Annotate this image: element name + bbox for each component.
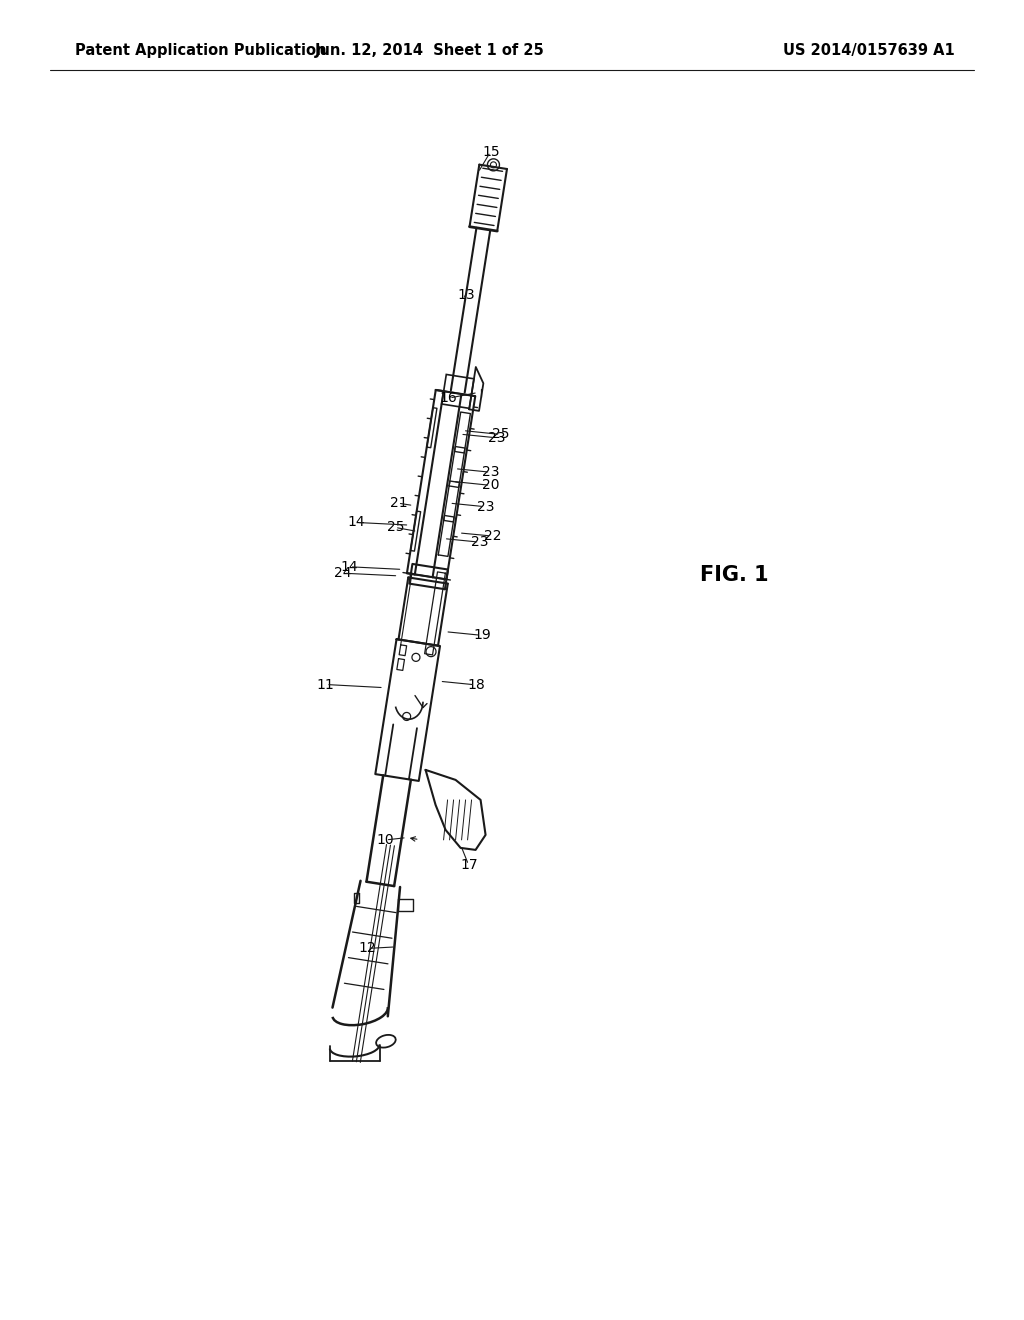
Text: 23: 23 [477,500,495,513]
Text: 16: 16 [439,391,457,405]
Text: Patent Application Publication: Patent Application Publication [75,42,327,58]
Text: 15: 15 [482,145,500,158]
Text: 17: 17 [461,858,478,873]
Text: 23: 23 [471,535,489,549]
Text: Jun. 12, 2014  Sheet 1 of 25: Jun. 12, 2014 Sheet 1 of 25 [315,42,545,58]
Text: 10: 10 [376,833,393,847]
Text: 14: 14 [347,516,365,529]
Text: 24: 24 [334,566,351,581]
Text: 12: 12 [358,941,376,956]
Text: 21: 21 [390,496,408,510]
Text: 14: 14 [340,560,357,574]
Polygon shape [441,375,474,408]
Text: 22: 22 [483,529,501,543]
Text: 18: 18 [467,678,485,692]
Text: US 2014/0157639 A1: US 2014/0157639 A1 [783,42,955,58]
Text: 23: 23 [487,430,506,445]
Text: 23: 23 [482,465,500,479]
Text: 25: 25 [387,520,404,535]
Text: 20: 20 [482,478,500,492]
Text: 13: 13 [458,288,475,302]
Text: 11: 11 [316,677,334,692]
Text: 25: 25 [493,428,510,441]
Text: FIG. 1: FIG. 1 [700,565,769,585]
Text: 19: 19 [473,628,490,643]
